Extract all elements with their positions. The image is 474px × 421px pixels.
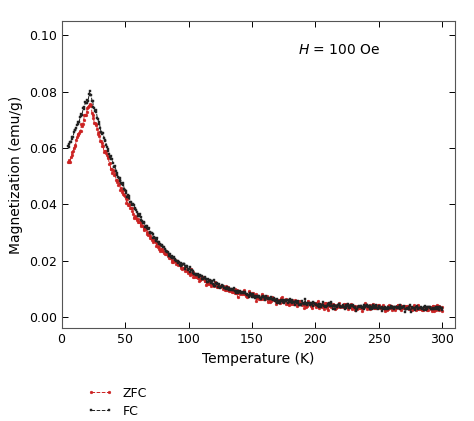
FC bbox=[289, 297, 294, 302]
ZFC bbox=[289, 297, 294, 302]
ZFC bbox=[431, 308, 437, 313]
FC bbox=[268, 295, 274, 300]
ZFC bbox=[87, 101, 92, 107]
FC bbox=[244, 292, 249, 297]
Line: ZFC: ZFC bbox=[66, 102, 444, 313]
FC bbox=[246, 295, 252, 300]
Text: $\mathit{H}$ = 100 Oe: $\mathit{H}$ = 100 Oe bbox=[298, 43, 380, 56]
FC bbox=[432, 305, 438, 310]
ZFC bbox=[244, 292, 249, 297]
ZFC bbox=[246, 289, 252, 294]
FC bbox=[408, 309, 414, 314]
ZFC bbox=[268, 299, 274, 304]
Line: FC: FC bbox=[66, 90, 444, 313]
FC bbox=[87, 89, 92, 94]
ZFC bbox=[373, 305, 378, 310]
FC bbox=[65, 143, 71, 148]
Y-axis label: Magnetization (emu/g): Magnetization (emu/g) bbox=[9, 96, 23, 254]
FC bbox=[439, 305, 445, 310]
X-axis label: Temperature (K): Temperature (K) bbox=[202, 352, 315, 366]
ZFC bbox=[439, 309, 445, 314]
FC bbox=[373, 303, 378, 308]
ZFC bbox=[65, 159, 71, 164]
Legend: ZFC, FC: ZFC, FC bbox=[88, 387, 147, 418]
